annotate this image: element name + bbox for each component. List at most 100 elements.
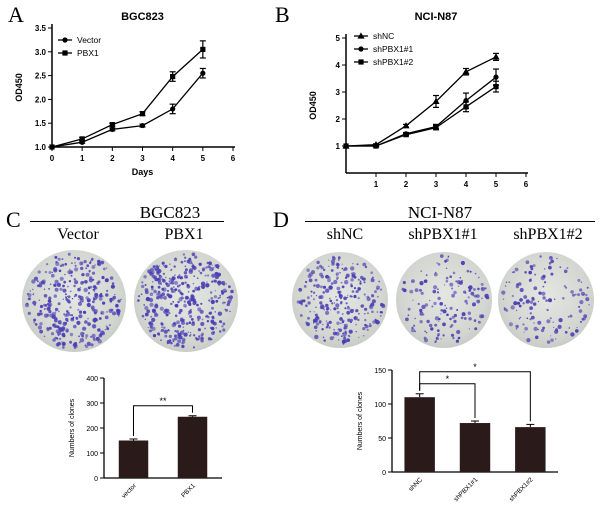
colony [69, 340, 73, 344]
colony [327, 278, 331, 283]
colony [144, 305, 149, 311]
x-tick-label: shPBX1#2 [508, 476, 535, 503]
colony [193, 275, 196, 277]
colony [467, 311, 471, 315]
colony [309, 310, 312, 313]
colony [104, 315, 109, 320]
colony [302, 299, 306, 303]
colony [472, 304, 475, 306]
y-tick-label: 200 [86, 426, 98, 433]
colony-dish-shpbx1-2 [498, 252, 594, 348]
colony [212, 331, 215, 334]
colony [78, 301, 82, 306]
colony [71, 317, 74, 320]
colony [147, 269, 152, 274]
colony [39, 329, 43, 334]
colony [89, 261, 92, 265]
colony [461, 312, 466, 317]
colony [168, 342, 170, 344]
colony [364, 318, 367, 322]
colony [222, 301, 225, 305]
y-axis-label: Numbers of clones [69, 398, 76, 457]
colony [175, 343, 180, 347]
colony [153, 275, 157, 280]
colony [120, 298, 122, 301]
colony [538, 291, 542, 295]
colony [224, 308, 227, 311]
colony [524, 271, 527, 274]
colony [206, 320, 210, 323]
colony [193, 303, 195, 306]
colony [328, 326, 331, 329]
colony [211, 306, 214, 310]
colony [576, 326, 578, 329]
colony [77, 287, 81, 292]
data-point-0 [139, 122, 146, 129]
colony [114, 293, 116, 296]
colony [137, 299, 140, 302]
colony [553, 326, 555, 329]
colony [550, 335, 552, 337]
colony [473, 288, 476, 291]
colony [51, 271, 53, 274]
colony [503, 307, 507, 311]
colony [467, 286, 470, 289]
colony [362, 327, 366, 331]
colony [429, 323, 433, 328]
bar-1 [177, 416, 208, 478]
data-point-1 [49, 144, 55, 150]
colony [453, 313, 457, 318]
colony [532, 264, 536, 268]
colony [344, 276, 348, 279]
colony [74, 256, 76, 259]
colony [549, 317, 552, 320]
colony [420, 270, 422, 272]
colony [574, 293, 577, 296]
x-tick-label: 1 [80, 154, 85, 163]
colony [457, 285, 460, 287]
colony [333, 302, 336, 304]
colony [515, 309, 518, 312]
colony [577, 278, 581, 282]
colony [453, 290, 457, 295]
colony [54, 307, 59, 312]
colony [428, 299, 431, 302]
colony [526, 317, 529, 320]
colony [558, 318, 563, 323]
colony [456, 329, 461, 335]
colony [436, 329, 440, 332]
colony [150, 315, 153, 318]
colony [94, 264, 97, 266]
colony [213, 321, 217, 326]
colony [40, 280, 45, 285]
colony [58, 310, 60, 313]
colony [378, 280, 381, 283]
colony [168, 277, 171, 280]
colony [457, 336, 461, 340]
colony [213, 279, 217, 283]
colony [160, 339, 162, 341]
colony [161, 323, 164, 326]
colony [541, 291, 546, 296]
colony [99, 294, 103, 298]
colony [174, 304, 176, 306]
colony [440, 338, 442, 340]
colony [54, 287, 59, 292]
colony [440, 254, 444, 258]
colony [33, 276, 39, 281]
colony [341, 335, 343, 338]
y-tick-label: 2.0 [35, 95, 47, 104]
colony [369, 304, 373, 307]
colony-texture [401, 254, 490, 344]
colony [39, 304, 44, 309]
colony [59, 322, 62, 325]
colony [187, 331, 190, 333]
colony [313, 325, 318, 330]
colony [91, 324, 97, 329]
colony [153, 289, 157, 294]
colony [48, 326, 52, 330]
colony [465, 302, 468, 305]
colony [171, 282, 175, 285]
colony [436, 262, 438, 264]
colony [37, 325, 42, 330]
